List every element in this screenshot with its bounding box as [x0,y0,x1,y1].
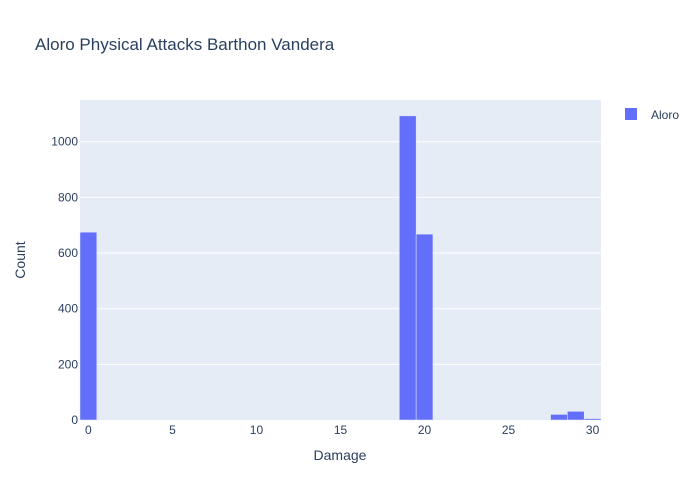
x-tick-label: 30 [586,423,600,437]
y-tick-label: 1000 [51,135,78,149]
y-axis-title: Count [12,241,28,278]
legend[interactable]: Aloro [625,108,679,122]
x-tick-label: 15 [334,423,348,437]
y-tick-label: 200 [58,357,78,371]
histogram-bar[interactable] [583,418,602,421]
x-axis-ticks: 0 5 10 15 20 25 30 [85,423,600,437]
x-tick-label: 20 [418,423,432,437]
x-tick-label: 10 [250,423,264,437]
x-tick-label: 25 [502,423,516,437]
histogram-bar[interactable] [79,231,98,421]
histogram-bar[interactable] [550,414,568,421]
y-tick-label: 800 [58,190,78,204]
histogram-bar[interactable] [399,115,417,421]
y-axis-ticks: 0 200 400 600 800 1000 [51,135,78,427]
plot-area [80,100,601,420]
legend-label[interactable]: Aloro [651,108,679,122]
histogram-bar[interactable] [415,233,434,421]
y-tick-label: 0 [71,413,78,427]
x-tick-label: 0 [85,423,92,437]
bars [79,115,602,421]
legend-swatch[interactable] [625,108,637,120]
chart-title: Aloro Physical Attacks Barthon Vandera [35,35,335,54]
x-tick-label: 5 [169,423,176,437]
x-axis-title: Damage [314,447,367,463]
histogram-bar[interactable] [567,411,585,421]
y-tick-label: 600 [58,246,78,260]
y-tick-label: 400 [58,302,78,316]
grid-lines [80,141,601,365]
